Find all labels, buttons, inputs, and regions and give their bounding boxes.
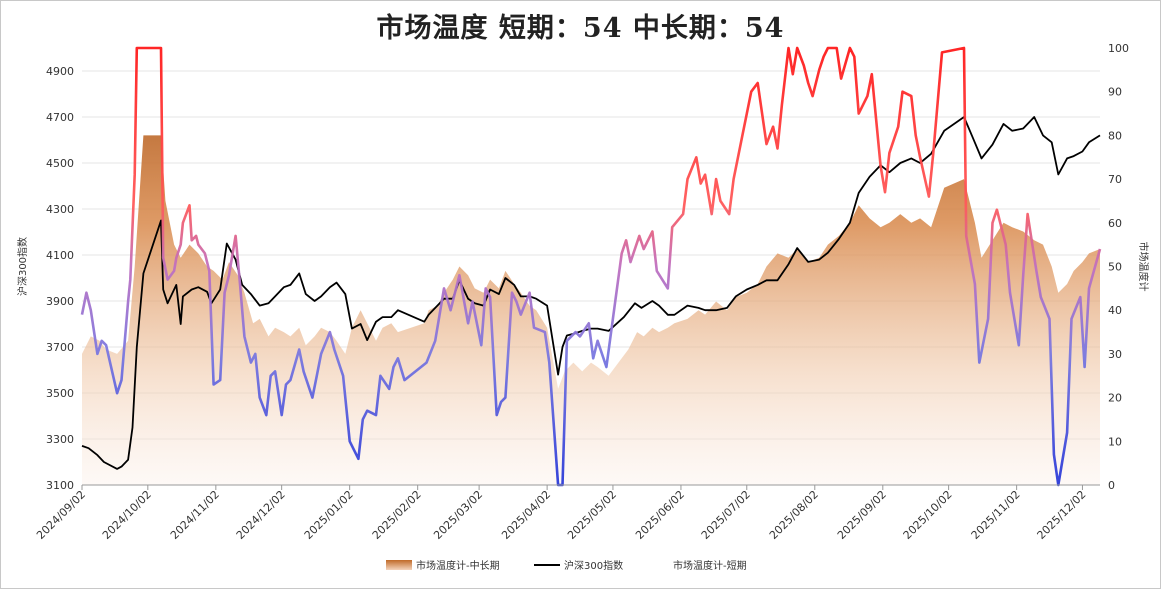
x-tick-label: 2025/09/02 bbox=[835, 488, 889, 542]
y-right-axis-label: 市场温度计 bbox=[1137, 242, 1150, 292]
y-right-tick-label: 50 bbox=[1108, 261, 1122, 274]
x-tick-label: 2024/12/02 bbox=[234, 488, 288, 542]
y-left-axis-label: 沪深300指数 bbox=[16, 237, 29, 296]
x-tick-label: 2025/02/02 bbox=[370, 488, 424, 542]
x-tick-label: 2025/05/02 bbox=[565, 488, 619, 542]
x-tick-label: 2025/11/02 bbox=[969, 488, 1023, 542]
y-right-tick-label: 10 bbox=[1108, 435, 1122, 448]
x-tick-label: 2024/11/02 bbox=[168, 488, 222, 542]
x-tick-label: 2024/09/02 bbox=[34, 488, 88, 542]
y-left-tick-label: 4500 bbox=[46, 157, 74, 170]
y-left-tick-label: 3500 bbox=[46, 387, 74, 400]
y-left-tick-label: 3100 bbox=[46, 479, 74, 492]
y-left-tick-label: 3700 bbox=[46, 341, 74, 354]
x-tick-label: 2025/06/02 bbox=[633, 488, 687, 542]
y-left-tick-label: 4700 bbox=[46, 111, 74, 124]
y-right-tick-label: 0 bbox=[1108, 479, 1115, 492]
legend-label-long-term: 市场温度计-中长期 bbox=[416, 559, 500, 572]
x-tick-label: 2025/03/02 bbox=[431, 488, 485, 542]
y-left-tick-label: 4100 bbox=[46, 249, 74, 262]
x-tick-label: 2025/04/02 bbox=[499, 488, 553, 542]
legend-label-short-term: 市场温度计-短期 bbox=[673, 559, 747, 572]
x-tick-label: 2025/01/02 bbox=[302, 488, 356, 542]
x-tick-label: 2025/07/02 bbox=[699, 488, 753, 542]
y-right-tick-label: 60 bbox=[1108, 217, 1122, 230]
x-tick-label: 2025/12/02 bbox=[1035, 488, 1089, 542]
long-term-area-layer bbox=[82, 135, 1100, 485]
y-right-tick-label: 100 bbox=[1108, 42, 1129, 55]
y-right-tick-label: 40 bbox=[1108, 304, 1122, 317]
x-tick-label: 2025/10/02 bbox=[901, 488, 955, 542]
x-tick-label: 2024/10/02 bbox=[100, 488, 154, 542]
long-term-area bbox=[82, 135, 1100, 485]
y-left-tick-label: 3900 bbox=[46, 295, 74, 308]
legend: 市场温度计-中长期 沪深300指数 市场温度计-短期 bbox=[386, 559, 747, 572]
x-tick-label: 2025/08/02 bbox=[767, 488, 821, 542]
y-right-tick-label: 30 bbox=[1108, 348, 1122, 361]
y-left-tick-label: 4300 bbox=[46, 203, 74, 216]
page-title: 市场温度 短期：54 中长期：54 bbox=[376, 13, 785, 44]
legend-label-csi300: 沪深300指数 bbox=[564, 559, 623, 572]
y-right-tick-label: 70 bbox=[1108, 173, 1122, 186]
short-term-line bbox=[80, 46, 1102, 487]
y-right-tick-label: 80 bbox=[1108, 129, 1122, 142]
y-right-tick-label: 90 bbox=[1108, 86, 1122, 99]
y-right-tick-label: 20 bbox=[1108, 392, 1122, 405]
y-left-tick-label: 4900 bbox=[46, 65, 74, 78]
lines-layer bbox=[80, 46, 1102, 487]
csi300-line bbox=[81, 116, 1101, 470]
legend-swatch-long-term bbox=[386, 560, 412, 570]
y-left-tick-label: 3300 bbox=[46, 433, 74, 446]
